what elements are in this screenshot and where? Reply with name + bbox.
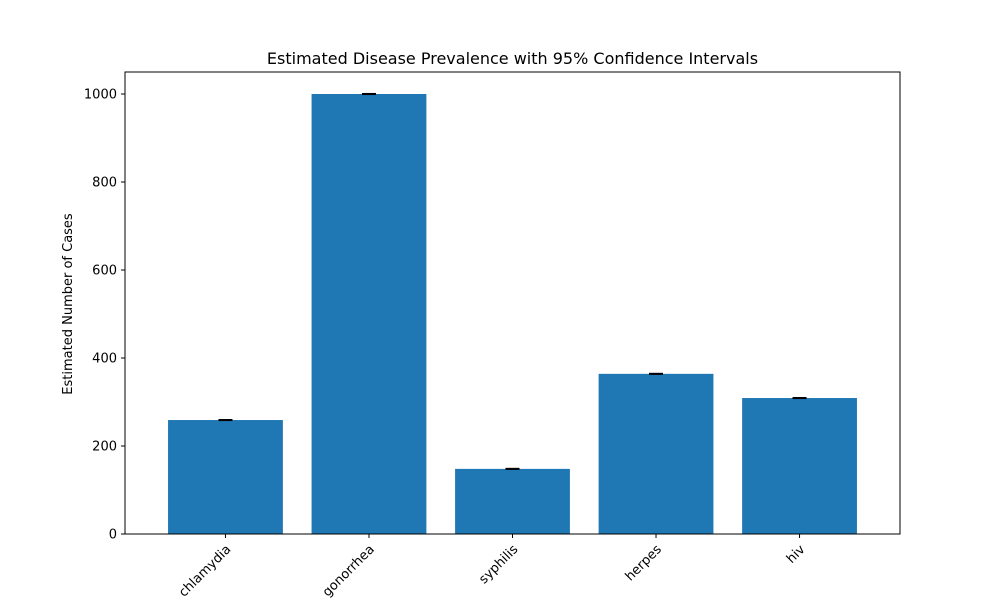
error-bar-hiv [792,397,807,400]
y-axis: 0 200 400 600 800 1000 [84,88,125,543]
y-tick-label-0: 0 [109,528,117,543]
error-bar-chlamydia [218,419,233,422]
y-axis-label: Estimated Number of Cases [61,213,76,395]
x-axis: chlamydia gonorrhea syphilis herpes hiv [176,534,809,600]
y-tick-label-800: 800 [92,176,117,191]
bar-hiv [742,398,857,534]
x-tick-label-chlamydia: chlamydia [176,542,234,600]
error-bar-gonorrhea [361,92,376,96]
y-tick-label-400: 400 [92,352,117,367]
x-tick-label-hiv: hiv [784,542,809,567]
x-tick-label-gonorrhea: gonorrhea [320,542,378,600]
bar-gonorrhea [311,94,427,534]
x-tick-label-herpes: herpes [623,542,665,584]
bar-chlamydia [168,420,283,534]
x-tick-label-syphilis: syphilis [476,542,521,587]
y-tick-label-200: 200 [92,440,117,455]
y-tick-label-600: 600 [92,264,117,279]
bar-syphilis [455,468,570,534]
error-bar-syphilis [505,467,520,470]
chart-title: Estimated Disease Prevalence with 95% Co… [267,49,758,68]
error-bars-group [218,92,807,470]
y-tick-label-1000: 1000 [84,88,117,103]
bar-herpes [598,373,714,534]
error-bar-herpes [649,372,664,375]
bars-group [168,94,857,534]
